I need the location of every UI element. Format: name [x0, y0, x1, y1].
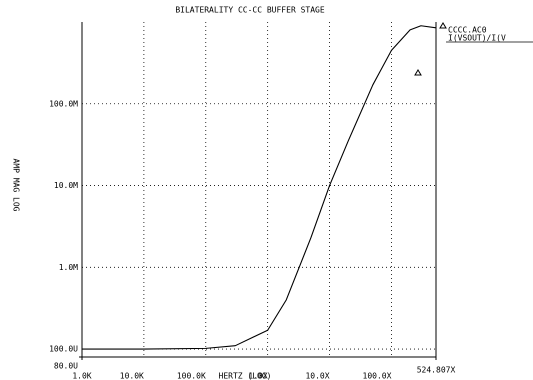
chart-title: BILATERALITY CC-CC BUFFER STAGE: [175, 6, 324, 15]
y-tick-label: 100.0U: [49, 345, 78, 354]
x-tick-label: 524.807X: [417, 366, 456, 375]
y-tick-label: 100.0M: [49, 99, 78, 108]
x-tick-label: 100.0X: [363, 372, 392, 380]
x-tick-label: 1.0X: [248, 372, 267, 380]
legend-label: CCCC.AC0: [448, 26, 487, 35]
x-tick-label: 10.0X: [305, 372, 329, 380]
legend-label: I(VSOUT)/I(V: [448, 34, 506, 43]
curve-marker: [439, 22, 447, 29]
x-tick-label: 10.0K: [120, 372, 144, 380]
y-tick-label: 10.0M: [54, 181, 78, 190]
y-axis-label: AMP MAG LOG: [12, 159, 21, 212]
legend-marker: [414, 69, 422, 76]
y-tick-label: 1.0M: [59, 263, 78, 272]
x-tick-label: 1.0K: [72, 372, 91, 380]
series-line: [82, 25, 437, 350]
y-tick-label: 80.0U: [54, 362, 78, 371]
x-tick-label: 100.0K: [177, 372, 206, 380]
x-axis-label: HERTZ (LOG): [219, 372, 272, 380]
